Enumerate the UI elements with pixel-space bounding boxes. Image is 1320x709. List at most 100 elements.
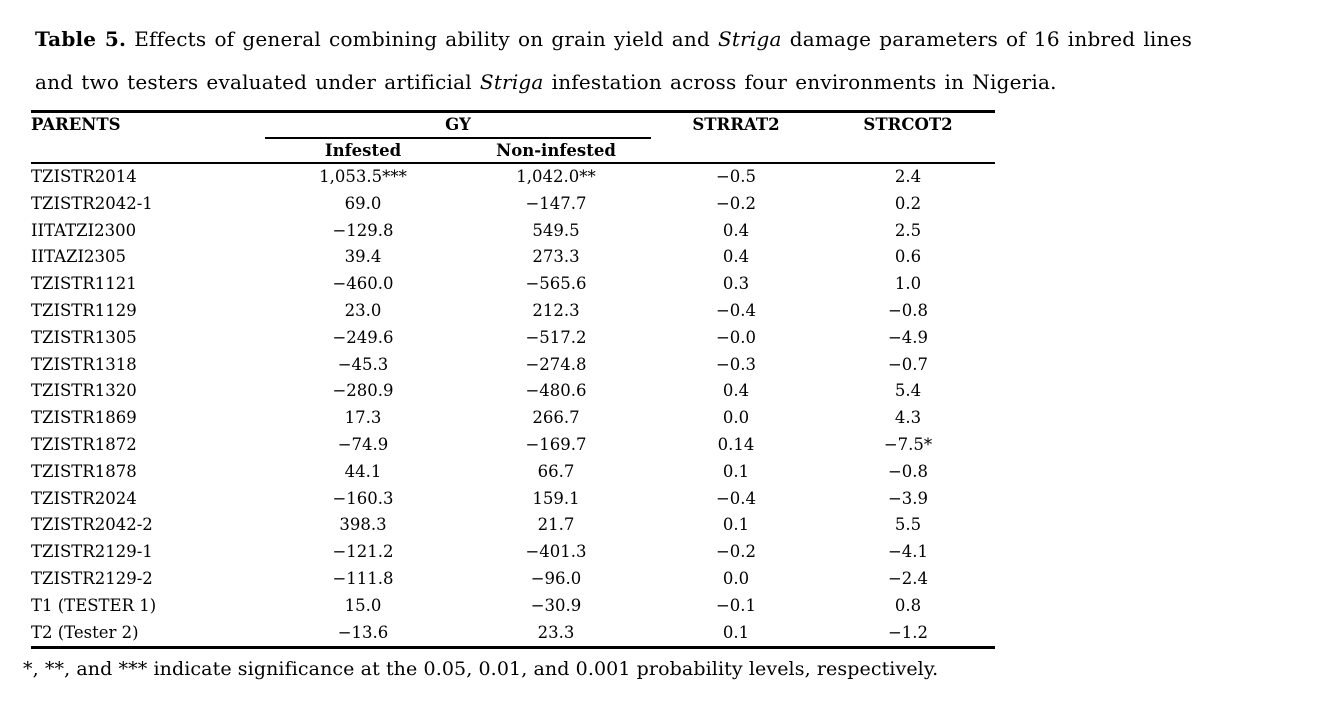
caption-segment: Striga: [718, 27, 782, 51]
cell-strrat2: −0.4: [715, 300, 757, 320]
cell-strrat2: −0.3: [715, 354, 757, 374]
cell-parent: TZISTR2042-1: [31, 193, 153, 213]
cell-strrat2: −0.2: [715, 542, 757, 562]
cell-strcot2: 1.0: [894, 274, 922, 294]
cell-gy-non-infested: −274.8: [525, 354, 587, 374]
cell-gy-non-infested: 212.3: [532, 300, 580, 320]
header-strcot2: STRCOT2: [821, 111, 995, 164]
caption-segment: damage parameters of 16 inbred lines: [781, 27, 1193, 51]
cell-gy-infested: 23.0: [344, 300, 382, 320]
cell-strrat2: 0.4: [722, 220, 750, 240]
cell-parent: TZISTR2129-1: [31, 542, 153, 562]
cell-strcot2: −4.1: [887, 542, 929, 562]
table-row: T2 (Tester 2) −13.6 23.3 0.1 −1.2: [31, 620, 995, 648]
cell-strcot2: −0.8: [887, 300, 929, 320]
cell-gy-non-infested: −565.6: [525, 274, 587, 294]
cell-parent: IITAZI2305: [31, 247, 127, 267]
cell-gy-non-infested: 23.3: [537, 622, 575, 642]
cell-strrat2: 0.1: [722, 622, 750, 642]
cell-strrat2: 0.3: [722, 274, 750, 294]
cell-parent: TZISTR1878: [31, 461, 137, 481]
cell-parent: TZISTR1320: [31, 381, 137, 401]
cell-strrat2: −0.5: [715, 167, 757, 186]
cell-strcot2: −0.8: [887, 461, 929, 481]
cell-strrat2: −0.4: [715, 488, 757, 508]
header-row-group: PARENTS GY STRRAT2 STRCOT2: [31, 111, 995, 164]
table-row: TZISTR2129-2 −111.8 −96.0 0.0 −2.4: [31, 566, 995, 593]
cell-gy-infested: 44.1: [344, 461, 382, 481]
cell-gy-non-infested: 1,042.0**: [516, 167, 596, 186]
table-row: TZISTR2024 −160.3 159.1 −0.4 −3.9: [31, 486, 995, 513]
cell-gy-non-infested: −401.3: [525, 542, 587, 562]
cell-parent: TZISTR1121: [31, 274, 137, 294]
cell-gy-non-infested: 66.7: [537, 461, 575, 481]
cell-strrat2: 0.14: [717, 434, 755, 454]
table-row: TZISTR1869 17.3 266.7 0.0 4.3: [31, 405, 995, 432]
cell-strcot2: −2.4: [887, 568, 929, 588]
table-row: TZISTR2129-1 −121.2 −401.3 −0.2 −4.1: [31, 539, 995, 566]
cell-gy-infested: 15.0: [344, 595, 382, 615]
table-row: TZISTR1878 44.1 66.7 0.1 −0.8: [31, 459, 995, 486]
table-header: PARENTS GY STRRAT2 STRCOT2 Infested Non-…: [31, 111, 995, 164]
cell-gy-non-infested: 273.3: [532, 247, 580, 267]
gca-effects-table: PARENTS GY STRRAT2 STRCOT2 Infested Non-…: [31, 110, 995, 650]
cell-strrat2: 0.4: [722, 381, 750, 401]
cell-strcot2: 2.5: [894, 220, 922, 240]
cell-strrat2: 0.0: [722, 408, 750, 428]
cell-gy-non-infested: 21.7: [537, 515, 575, 535]
caption-line: and two testers evaluated under artifici…: [35, 61, 1305, 104]
cell-parent: TZISTR1318: [31, 354, 137, 374]
cell-parent: TZISTR2024: [31, 488, 137, 508]
cell-strcot2: 2.4: [894, 167, 922, 186]
cell-gy-infested: −160.3: [332, 488, 394, 508]
cell-gy-infested: −13.6: [337, 622, 389, 642]
cell-gy-non-infested: −480.6: [525, 381, 587, 401]
cell-parent: TZISTR1872: [31, 434, 137, 454]
table-body: TZISTR2014 1,053.5*** 1,042.0** −0.5 2.4 TZIS…: [31, 163, 995, 648]
header-parents: PARENTS: [31, 111, 265, 164]
cell-parent: TZISTR1869: [31, 408, 137, 428]
header-gy-infested: Infested: [265, 138, 461, 164]
cell-gy-infested: −249.6: [332, 327, 394, 347]
cell-parent: TZISTR2014: [31, 167, 137, 186]
cell-strcot2: −4.9: [887, 327, 929, 347]
cell-strrat2: 0.0: [722, 568, 750, 588]
cell-strcot2: −3.9: [887, 488, 929, 508]
cell-strcot2: 4.3: [894, 408, 922, 428]
cell-gy-infested: −280.9: [332, 381, 394, 401]
cell-strrat2: 0.4: [722, 247, 750, 267]
significance-footnote: *, **, and *** indicate significance at …: [23, 658, 939, 680]
cell-strrat2: −0.1: [715, 595, 757, 615]
caption-segment: Striga: [479, 70, 544, 94]
cell-gy-infested: −74.9: [337, 434, 389, 454]
cell-strcot2: 0.6: [894, 247, 922, 267]
cell-strcot2: 5.4: [894, 381, 922, 401]
cell-parent: TZISTR1305: [31, 327, 137, 347]
cell-parent: T1 (TESTER 1): [31, 595, 157, 615]
cell-parent: IITATZI2300: [31, 220, 137, 240]
cell-parent: TZISTR1129: [31, 300, 137, 320]
cell-strcot2: −7.5*: [883, 434, 933, 454]
table-row: TZISTR2042-1 69.0 −147.7 −0.2 0.2: [31, 191, 995, 218]
cell-gy-infested: 1,053.5***: [319, 167, 407, 186]
cell-gy-non-infested: 159.1: [532, 488, 580, 508]
cell-gy-infested: −129.8: [332, 220, 394, 240]
table-row: TZISTR1320 −280.9 −480.6 0.4 5.4: [31, 378, 995, 405]
cell-strcot2: −0.7: [887, 354, 929, 374]
cell-strcot2: 5.5: [894, 515, 922, 535]
header-gy-non-infested: Non-infested: [461, 138, 651, 164]
cell-gy-non-infested: −517.2: [525, 327, 587, 347]
table-row: TZISTR1872 −74.9 −169.7 0.14 −7.5*: [31, 432, 995, 459]
caption-segment: Table 5.: [35, 27, 127, 51]
cell-gy-infested: −111.8: [332, 568, 394, 588]
cell-strcot2: 0.8: [894, 595, 922, 615]
cell-gy-non-infested: −30.9: [530, 595, 582, 615]
cell-strcot2: 0.2: [894, 193, 922, 213]
table-row: TZISTR2042-2 398.3 21.7 0.1 5.5: [31, 512, 995, 539]
table-caption: Table 5. Effects of general combining ab…: [35, 18, 1305, 104]
cell-parent: TZISTR2129-2: [31, 568, 153, 588]
header-strrat2: STRRAT2: [651, 111, 821, 164]
cell-parent: TZISTR2042-2: [31, 515, 153, 535]
cell-gy-non-infested: −147.7: [525, 193, 587, 213]
header-row-sub: Infested Non-infested: [31, 138, 995, 164]
